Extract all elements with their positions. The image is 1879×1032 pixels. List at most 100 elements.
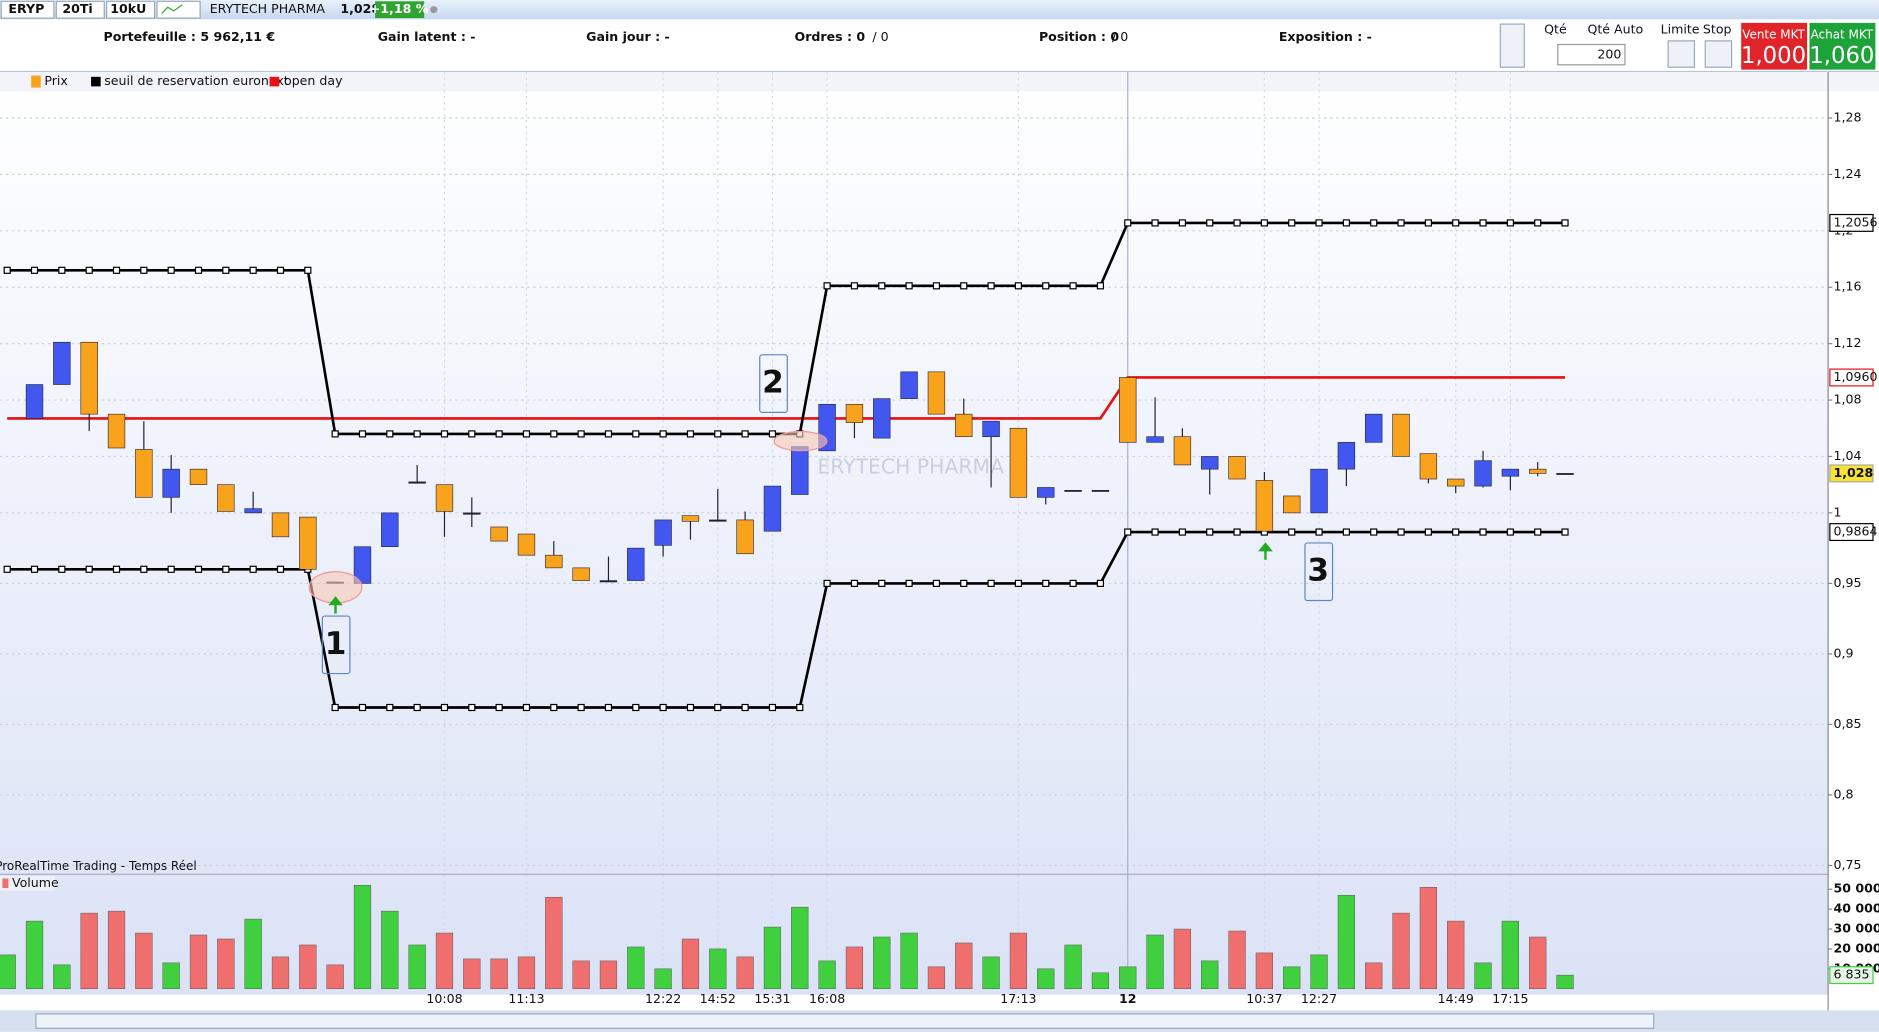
volume-bar [490,958,508,989]
upper-threshold-line-marker [331,430,339,438]
axis-badge [1829,966,1874,985]
axis-badge-label: 1,2056 [1833,214,1877,229]
lower-threshold-line-marker [577,703,585,712]
candle-body [545,554,563,569]
units-select[interactable] [106,0,156,19]
annotation-box [1304,542,1334,602]
sell-button[interactable] [1741,22,1808,70]
upper-threshold-line-marker [823,282,831,290]
candle-body [1556,473,1574,475]
annotation: 3 [1307,553,1329,589]
volume-bar [845,946,864,989]
upper-threshold-line-marker [304,266,312,274]
candle-body [353,546,372,584]
volume-bar [463,958,481,989]
qty-label: Qté [1544,22,1567,37]
candle-body [1419,453,1438,480]
candle-body [955,413,973,438]
volume-bar [326,964,344,989]
candle-body [1447,478,1465,487]
candle-body [1037,487,1055,498]
watermark: ERYTECH PHARMA [817,454,1004,478]
x-tick-label: 12 [1119,991,1137,1006]
axis-badge [1829,213,1874,232]
volume-bar [1064,944,1082,989]
x-tick-label: 11:13 [508,991,544,1006]
candle-body [217,484,235,512]
candle-body [763,485,782,532]
volume-bar [927,966,946,989]
volume-bar [162,962,180,989]
lower-threshold-line-marker [1096,579,1105,587]
lower-threshold-line-marker [823,579,831,587]
buy-price: 1,060 [1809,43,1874,69]
upper-threshold-line-marker [1178,219,1187,227]
buy-arrow [328,596,343,614]
lower-threshold-line-marker [878,579,886,587]
volume-bar [1556,974,1574,989]
candle-body [135,449,153,498]
lower-threshold-line-marker [960,579,968,587]
candle-body [189,468,208,485]
scroll-thumb[interactable] [35,1013,1655,1029]
volume-bar [681,938,700,989]
candle-body [654,519,672,546]
legend-bar [0,72,1879,92]
volume-bar [1201,960,1219,989]
position-total: / 0 [1112,29,1128,44]
upper-threshold-line-marker [167,266,175,274]
candle-body [1173,436,1192,466]
lower-threshold-line-marker [1506,528,1514,536]
symbol-select[interactable] [0,0,55,19]
lower-threshold-line-marker [1178,528,1187,536]
legend-label: seuil de reservation euronext [104,73,289,88]
legend: Prix seuil de reservation euronext open … [31,73,343,88]
candle-body [1529,468,1547,474]
tools-button[interactable] [1499,23,1525,68]
volume-bar [654,968,672,989]
upper-threshold-line-marker [741,430,749,438]
lower-threshold-line-marker [768,703,777,712]
lower-threshold-line-marker [1424,528,1432,536]
lower-threshold-line-marker [905,579,913,587]
upper-threshold-line-marker [1233,219,1241,227]
upper-threshold-line-marker [3,266,11,274]
qty-input[interactable] [1557,43,1626,66]
upper-threshold-line-marker [1288,219,1296,227]
stop-button[interactable] [1704,40,1733,68]
candle-body [517,533,536,556]
volume-tick-label: 30 000 [1833,921,1879,936]
candle-body [25,384,44,419]
volume-bar [408,944,426,989]
lower-threshold-line-marker [222,565,230,573]
plot: 1,281,241,21,161,121,081,0410,950,90,850… [0,72,1879,1006]
volume-tick-label: 50 000 [1833,881,1879,896]
period-select[interactable] [55,0,105,19]
lower-threshold-line-marker [495,703,503,712]
chart-type-select[interactable] [156,0,201,19]
annotation: 2 [762,365,784,401]
instrument: ERYTECH PHARMA [210,1,326,16]
lower-threshold-line-marker [276,565,285,573]
upper-threshold-line-marker [1506,219,1514,227]
candle-body [80,341,98,415]
candle-body [1337,442,1356,470]
legend-swatch [2,878,9,889]
buy-button[interactable] [1809,22,1876,70]
top-bar [0,0,1879,20]
lower-threshold-line-marker [386,703,394,712]
x-tick-label: 12:27 [1301,991,1337,1006]
upper-threshold-line-marker [249,266,257,274]
upper-threshold-line-marker [850,282,859,290]
limit-button[interactable] [1667,40,1696,68]
annotation: 1 [325,626,347,662]
candle-body [1119,377,1137,443]
y-tick-label: 1,24 [1833,166,1861,181]
upper-threshold-line-marker [1424,219,1432,227]
volume-bar [53,964,71,989]
x-tick-label: 14:49 [1438,991,1474,1006]
upper-threshold-line-marker [1124,219,1132,227]
lower-threshold-line-marker [440,703,449,712]
volume-bar [1337,894,1356,989]
axis-badge [1829,368,1874,387]
